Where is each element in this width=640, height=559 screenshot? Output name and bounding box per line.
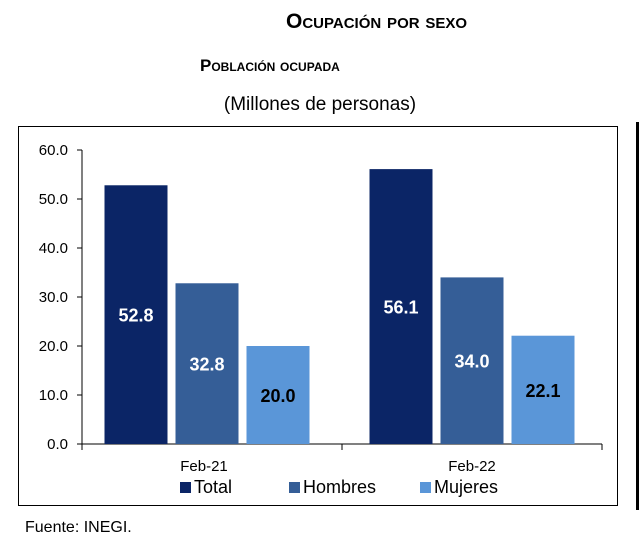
bar-hombres-feb-21 — [175, 283, 239, 444]
data-label: 34.0 — [454, 352, 489, 372]
legend-label-hombres: Hombres — [303, 477, 376, 497]
x-tick-label: Feb-21 — [180, 458, 228, 475]
y-tick-label: 30.0 — [39, 289, 68, 306]
bar-hombres-feb-22 — [440, 277, 504, 444]
y-tick-label: 50.0 — [39, 191, 68, 208]
data-label: 56.1 — [383, 298, 418, 318]
bar-total-feb-21 — [104, 185, 168, 444]
y-tick-label: 40.0 — [39, 240, 68, 257]
x-tick-label: Feb-22 — [448, 458, 496, 475]
legend-swatch-mujeres — [420, 482, 431, 493]
adjacent-panel-edge — [636, 122, 639, 510]
y-tick-label: 60.0 — [39, 142, 68, 159]
chart-subtitle: Población ocupada — [200, 56, 340, 75]
y-tick-label: 10.0 — [39, 387, 68, 404]
data-label: 20.0 — [260, 386, 295, 406]
data-label: 52.8 — [118, 306, 153, 326]
bar-mujeres-feb-22 — [511, 335, 575, 444]
data-label: 22.1 — [525, 381, 560, 401]
y-tick-label: 20.0 — [39, 338, 68, 355]
bar-mujeres-feb-21 — [246, 346, 310, 444]
bar-total-feb-22 — [369, 169, 433, 445]
chart-title: Ocupación por sexo — [286, 10, 468, 33]
chart-frame — [18, 126, 618, 506]
legend-label-mujeres: Mujeres — [434, 477, 498, 497]
legend-label-total: Total — [194, 477, 232, 497]
units-label: (Millones de personas) — [223, 94, 417, 115]
y-tick-label: 0.0 — [47, 436, 68, 453]
legend-swatch-total — [180, 482, 191, 493]
data-label: 32.8 — [189, 355, 224, 375]
source-note: Fuente: INEGI. — [25, 519, 132, 536]
legend-swatch-hombres — [289, 482, 300, 493]
